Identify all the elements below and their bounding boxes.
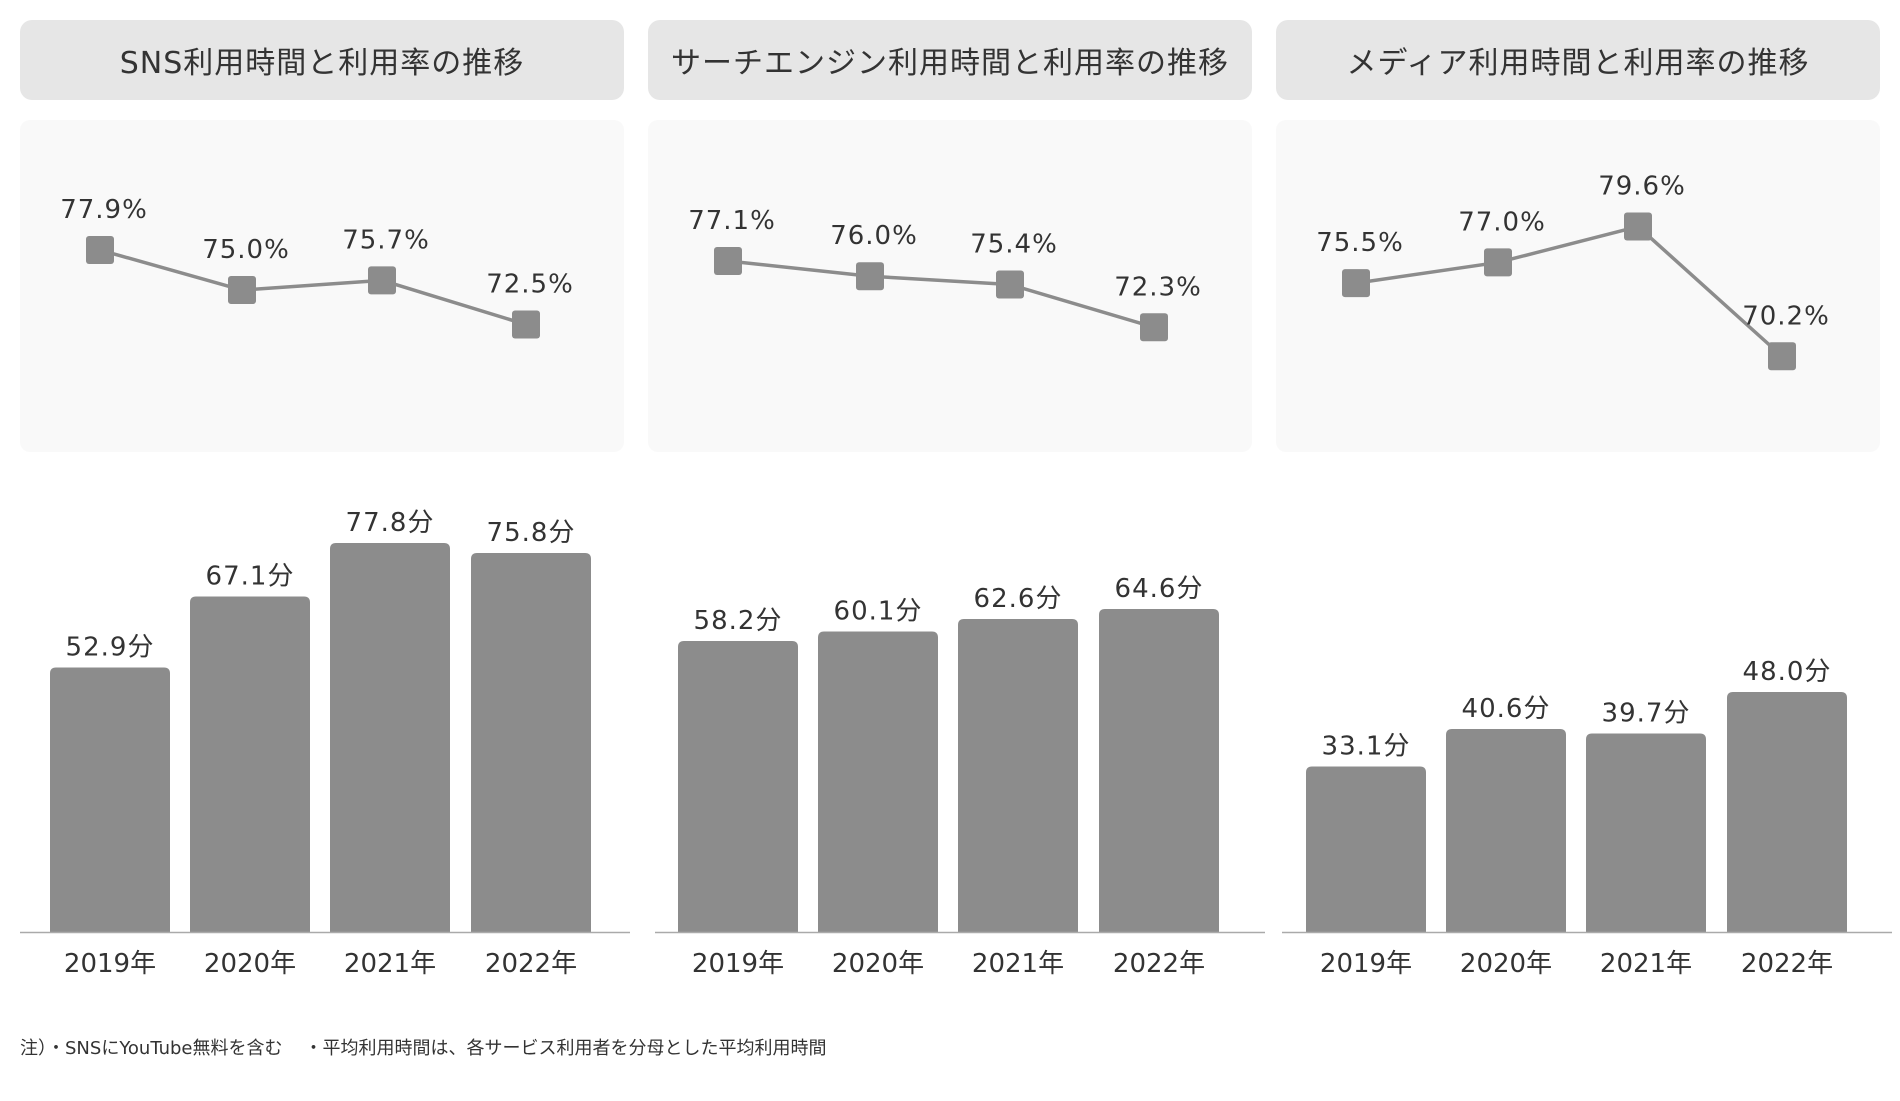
x-tick-sns-3: 2022年 [485,949,577,979]
footnote-note-youtube: ・SNSにYouTube無料を含む [47,1038,283,1059]
line-series-media [1355,224,1784,358]
line-label-sns-3: 72.5% [486,270,574,300]
line-label-search-3: 72.3% [1114,272,1202,302]
bar-search-3 [1099,609,1219,932]
panel-title-media: メディア利用時間と利用率の推移 [1276,20,1880,100]
line-point-search-1 [856,262,884,291]
line-label-search-0: 77.1% [688,206,776,236]
footnote: 注）・SNSにYouTube無料を含む ・平均利用時間は、各サービス利用者を分母と… [20,1034,849,1060]
line-point-sns-1 [228,276,256,305]
bar-search-0 [678,641,798,932]
bar-label-sns-1: 67.1分 [206,562,295,592]
bar-search-2 [958,619,1078,932]
bar-label-search-2: 62.6分 [974,584,1063,614]
line-label-media-0: 75.5% [1316,228,1404,258]
bar-label-search-0: 58.2分 [694,606,783,636]
line-point-media-0 [1342,269,1370,298]
bar-media-1 [1446,729,1566,932]
x-tick-sns-2: 2021年 [344,949,436,979]
line-label-media-1: 77.0% [1458,207,1546,237]
bar-label-media-3: 48.0分 [1743,657,1832,687]
bar-search-1 [818,631,938,932]
line-series-search [727,259,1155,329]
bar-label-media-1: 40.6分 [1462,694,1551,724]
line-point-sns-2 [368,266,396,295]
x-tick-media-2: 2021年 [1600,949,1692,979]
bar-label-sns-0: 52.9分 [66,633,155,663]
footnote-prefix: 注） [20,1038,47,1059]
bar-label-sns-2: 77.8分 [346,508,435,538]
line-chart-bg-search [648,120,1252,452]
bar-sns-0 [50,667,170,932]
bar-sns-3 [471,553,591,932]
line-label-sns-0: 77.9% [60,195,148,225]
line-label-media-2: 79.6% [1598,172,1686,202]
bar-media-0 [1306,766,1426,932]
line-label-sns-2: 75.7% [342,225,430,255]
line-label-search-2: 75.4% [970,230,1058,260]
bar-sns-2 [330,543,450,932]
line-chart-bg-media [1276,120,1880,452]
line-point-search-2 [996,270,1024,299]
line-point-sns-3 [512,310,540,339]
footnote-note-average: ・平均利用時間は、各サービス利用者を分母とした平均利用時間 [304,1038,827,1059]
x-tick-search-1: 2020年 [832,949,924,979]
x-tick-sns-1: 2020年 [204,949,296,979]
line-point-media-3 [1768,342,1796,371]
bar-label-sns-3: 75.8分 [487,518,576,548]
line-point-search-3 [1140,313,1168,342]
line-label-sns-1: 75.0% [202,235,290,265]
x-tick-search-3: 2022年 [1113,949,1205,979]
bar-label-search-1: 60.1分 [834,597,923,627]
x-tick-search-2: 2021年 [972,949,1064,979]
line-label-media-3: 70.2% [1742,301,1830,331]
x-tick-search-0: 2019年 [692,949,784,979]
line-point-search-0 [714,247,742,276]
bar-media-3 [1727,692,1847,932]
line-point-media-2 [1624,212,1652,241]
bar-label-search-3: 64.6分 [1115,574,1204,604]
bar-label-media-2: 39.7分 [1602,699,1691,729]
bar-sns-1 [190,596,310,932]
panel-title-search: サーチエンジン利用時間と利用率の推移 [648,20,1252,100]
line-label-search-1: 76.0% [830,221,918,251]
line-series-sns [99,248,527,327]
x-tick-media-0: 2019年 [1320,949,1412,979]
line-point-media-1 [1484,248,1512,277]
x-tick-sns-0: 2019年 [64,949,156,979]
bar-label-media-0: 33.1分 [1322,732,1411,762]
x-tick-media-1: 2020年 [1460,949,1552,979]
bar-media-2 [1586,733,1706,932]
line-point-sns-0 [86,236,114,264]
x-tick-media-3: 2022年 [1741,949,1833,979]
panel-title-sns: SNS利用時間と利用率の推移 [20,20,624,100]
